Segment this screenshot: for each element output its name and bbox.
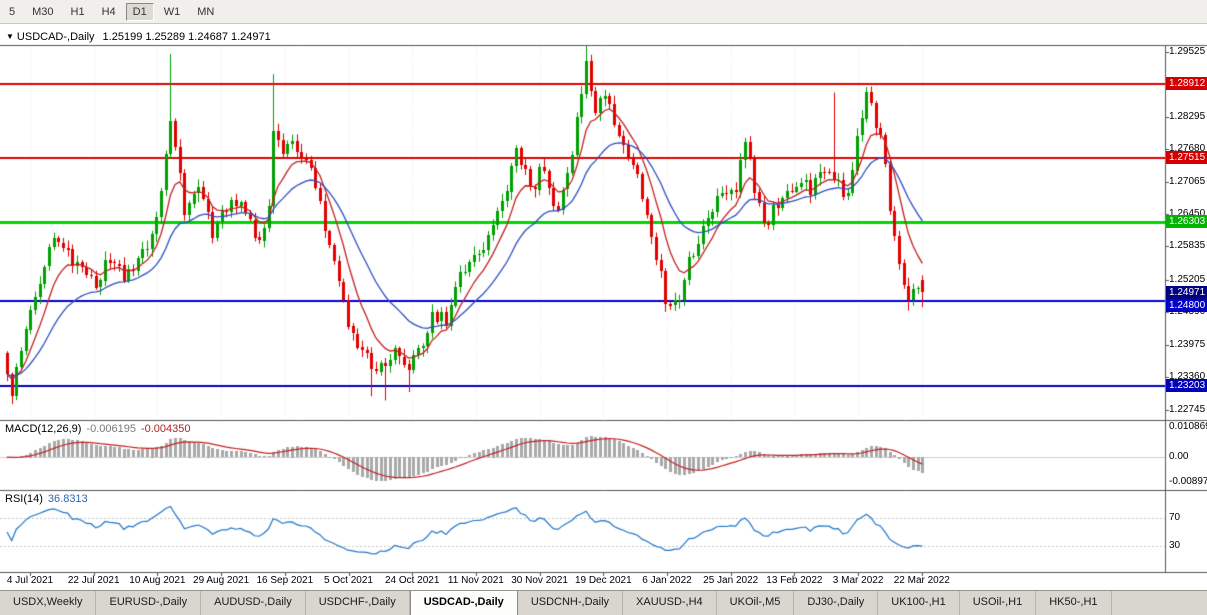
date-axis-label: 22 Mar 2022	[893, 575, 950, 586]
tab-uk100-h1[interactable]: UK100-,H1	[878, 591, 960, 615]
price-axis-label: 1.28295	[1169, 110, 1206, 122]
rsi-axis-label: 70	[1169, 511, 1181, 523]
rsi-name: RSI(14)	[5, 493, 43, 505]
tab-ukoil-m5[interactable]: UKOil-,M5	[717, 591, 795, 615]
price-level-badge: 1.23203	[1166, 379, 1207, 392]
tab-xauusd-h4[interactable]: XAUUSD-,H4	[623, 591, 717, 615]
date-axis-label: 11 Nov 2021	[447, 575, 504, 586]
macd-axis-label: -0.008974	[1169, 476, 1207, 487]
macd-axis-label: 0.010869	[1169, 421, 1207, 432]
price-axis-label: 1.27680	[1169, 143, 1206, 155]
macd-signal-value: -0.004350	[140, 423, 191, 435]
tab-audusd-daily[interactable]: AUDUSD-,Daily	[201, 591, 306, 615]
price-axis-label: 1.23975	[1169, 338, 1206, 350]
price-axis-label: 1.26450	[1169, 208, 1206, 219]
price-axis-label: 1.25205	[1169, 273, 1206, 285]
date-axis-label: 29 Aug 2021	[193, 575, 250, 586]
price-level-badge: 1.24971	[1166, 285, 1207, 299]
tab-usoil-h1[interactable]: USOil-,H1	[960, 591, 1037, 615]
date-axis-label: 16 Sep 2021	[256, 575, 314, 586]
timeframe-toolbar: 5 M30 H1 H4 D1 W1 MN	[0, 0, 1207, 24]
price-axis-label: 1.23360	[1169, 371, 1206, 383]
chart-ohlc-values: 1.25199 1.25289 1.24687 1.24971	[102, 31, 271, 43]
date-axis-label: 24 Oct 2021	[384, 575, 440, 586]
rsi-axis-label: 30	[1169, 540, 1181, 552]
date-axis-label: 5 Oct 2021	[324, 575, 373, 586]
date-axis-label: 22 Jul 2021	[67, 575, 120, 586]
price-axis-label: 1.29525	[1169, 45, 1206, 57]
chart-title: ▼ USDCAD-,Daily 1.25199 1.25289 1.24687 1.…	[6, 31, 271, 43]
tab-usdx-weekly[interactable]: USDX,Weekly	[0, 591, 97, 615]
timeframe-button-d1[interactable]: D1	[125, 2, 154, 21]
timeframe-button-h1[interactable]: H1	[70, 5, 85, 18]
tab-hk50-h1[interactable]: HK50-,H1	[1036, 591, 1112, 615]
chart-symbol-period: USDCAD-,Daily	[16, 31, 95, 43]
price-level-badge: 1.24800	[1166, 298, 1207, 312]
price-level-badge: 1.27515	[1166, 151, 1207, 165]
timeframe-button-mn[interactable]: MN	[197, 5, 215, 18]
price-chart-canvas[interactable]	[0, 24, 1207, 590]
price-axis-label: 1.27065	[1169, 175, 1206, 187]
macd-name: MACD(12,26,9)	[5, 423, 82, 435]
rsi-indicator-label: RSI(14) 36.8313	[5, 493, 88, 505]
tab-usdcnh-daily[interactable]: USDCNH-,Daily	[518, 591, 624, 615]
date-axis-label: 13 Feb 2022	[766, 575, 823, 586]
window-menu-icon[interactable]: ▼	[6, 32, 14, 41]
date-axis-label: 30 Nov 2021	[511, 575, 568, 586]
date-axis-label: 4 Jul 2021	[6, 575, 54, 586]
macd-indicator-label: MACD(12,26,9) -0.006195 -0.004350	[5, 423, 191, 435]
date-axis-label: 6 Jan 2022	[642, 575, 692, 586]
timeframe-button-5[interactable]: 5	[9, 5, 16, 18]
timeframe-button-w1[interactable]: W1	[163, 5, 181, 18]
price-level-badge: 1.28912	[1166, 77, 1207, 91]
chart-tabs-bar: USDX,Weekly EURUSD-,Daily AUDUSD-,Daily USD…	[0, 590, 1207, 615]
tab-usdchf-daily[interactable]: USDCHF-,Daily	[306, 591, 410, 615]
tab-eurusd-daily[interactable]: EURUSD-,Daily	[96, 591, 202, 615]
macd-axis-label: 0.00	[1169, 451, 1189, 463]
date-axis-label: 25 Jan 2022	[703, 575, 759, 586]
timeframe-button-h4[interactable]: H4	[101, 5, 116, 18]
macd-main-value: -0.006195	[86, 423, 136, 435]
date-axis-label: 3 Mar 2022	[832, 575, 884, 586]
rsi-value: 36.8313	[47, 493, 88, 505]
price-axis-label: 1.24590	[1169, 306, 1206, 318]
price-level-badge: 1.26303	[1166, 215, 1207, 229]
date-axis-label: 19 Dec 2021	[574, 575, 632, 586]
chart-window: ▼ USDCAD-,Daily 1.25199 1.25289 1.24687 1.…	[0, 24, 1207, 590]
date-axis-label: 10 Aug 2021	[129, 575, 186, 586]
tab-dj30-daily[interactable]: DJ30-,Daily	[794, 591, 879, 615]
timeframe-button-m30[interactable]: M30	[32, 5, 54, 18]
price-axis-label: 1.25835	[1169, 240, 1206, 252]
price-axis-label: 1.22745	[1169, 403, 1206, 415]
tab-usdcad-daily[interactable]: USDCAD-,Daily	[409, 591, 518, 615]
